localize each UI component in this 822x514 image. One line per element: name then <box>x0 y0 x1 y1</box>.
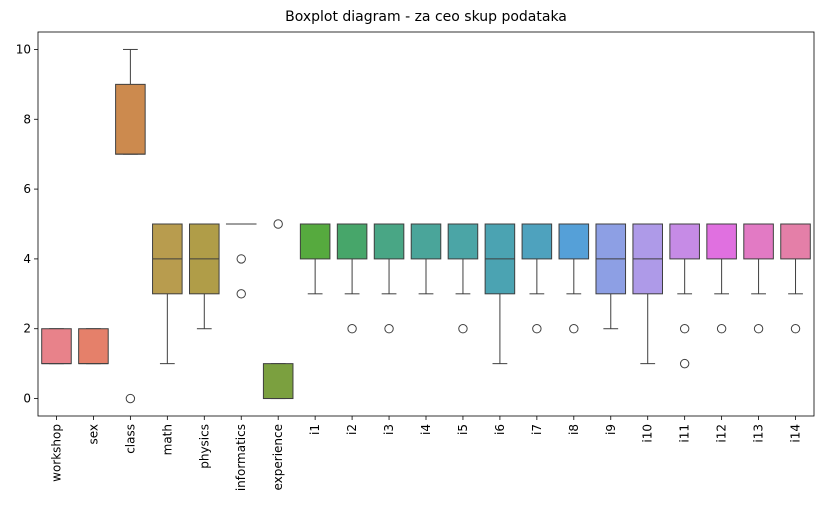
x-tick-label: i14 <box>789 424 803 443</box>
box-i10 <box>632 223 663 365</box>
box-iqr <box>299 223 331 260</box>
box-iqr <box>262 363 294 400</box>
box-math <box>152 223 183 365</box>
box-workshop <box>41 328 72 365</box>
x-tick-label: experience <box>271 424 285 491</box>
box-informatics <box>225 223 257 299</box>
box-i4 <box>410 223 442 295</box>
x-tick-label: i9 <box>604 424 618 435</box>
box-iqr <box>115 83 146 155</box>
outlier-point <box>384 324 394 334</box>
box-iqr <box>669 223 700 260</box>
box-iqr <box>41 328 72 365</box>
outlier-point <box>753 324 764 334</box>
outlier-point <box>347 324 357 334</box>
box-class <box>115 48 146 404</box>
x-tick-label: informatics <box>234 424 248 491</box>
y-tick-label: 10 <box>16 42 31 56</box>
box-iqr <box>521 223 553 260</box>
box-i7 <box>521 223 553 334</box>
x-tick-label: i5 <box>456 424 470 435</box>
x-tick-label: i7 <box>530 424 544 435</box>
box-i14 <box>780 223 811 334</box>
box-i1 <box>299 223 331 295</box>
box-i3 <box>373 223 405 334</box>
y-tick-label: 8 <box>23 112 31 126</box>
box-i9 <box>595 223 627 330</box>
box-iqr <box>373 223 405 260</box>
y-tick-label: 4 <box>23 252 31 266</box>
box-sex <box>78 328 109 365</box>
x-tick-label: i12 <box>715 424 729 443</box>
x-tick-label: workshop <box>49 424 63 482</box>
box-iqr <box>410 223 442 260</box>
box-iqr <box>78 328 109 365</box>
box-physics <box>189 223 220 330</box>
box-i12 <box>706 223 737 334</box>
y-tick-label: 0 <box>23 392 31 406</box>
box-iqr <box>706 223 737 260</box>
x-tick-label: class <box>123 424 137 454</box>
box-iqr <box>743 223 774 260</box>
y-tick-label: 2 <box>23 322 31 336</box>
outlier-point <box>679 358 690 369</box>
box-i13 <box>743 223 774 334</box>
box-iqr <box>558 223 590 260</box>
box-i2 <box>336 223 368 334</box>
y-tick-label: 6 <box>23 182 31 196</box>
outlier-point <box>125 393 136 404</box>
box-i8 <box>558 223 590 334</box>
x-tick-label: i4 <box>419 424 433 435</box>
box-i6 <box>484 223 516 365</box>
box-i11 <box>669 223 700 369</box>
x-tick-label: sex <box>86 424 100 445</box>
x-tick-label: i8 <box>567 424 581 435</box>
outlier-point <box>532 324 542 334</box>
outlier-point <box>790 324 801 334</box>
box-experience <box>262 219 294 400</box>
outlier-point <box>236 254 246 264</box>
x-tick-label: i2 <box>345 424 359 435</box>
x-tick-label: i3 <box>382 424 396 435</box>
box-i5 <box>447 223 479 334</box>
x-tick-label: physics <box>197 424 211 469</box>
outlier-point <box>273 219 283 229</box>
x-tick-label: i11 <box>678 424 692 443</box>
chart-title: Boxplot diagram - za ceo skup podataka <box>285 9 567 25</box>
x-tick-label: math <box>160 424 174 455</box>
box-iqr <box>780 223 811 260</box>
x-tick-label: i13 <box>752 424 766 443</box>
outlier-point <box>236 289 246 299</box>
x-tick-label: i6 <box>493 424 507 435</box>
outlier-point <box>716 324 727 334</box>
outlier-point <box>569 324 579 334</box>
x-tick-label: i1 <box>308 424 322 435</box>
box-iqr <box>336 223 368 260</box>
box-iqr <box>447 223 479 260</box>
plot-area: 0 2 4 6 8 10 workshop sex class math physics inform… <box>16 31 815 491</box>
outlier-point <box>458 324 468 334</box>
outlier-point <box>679 324 690 334</box>
x-tick-label: i10 <box>641 424 655 443</box>
